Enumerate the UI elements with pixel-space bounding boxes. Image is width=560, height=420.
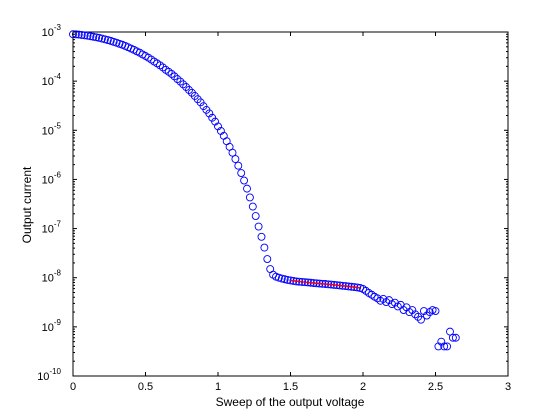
data-point [86, 32, 95, 41]
data-point [245, 193, 254, 202]
data-point [89, 32, 98, 41]
x-tick-label: 1.5 [283, 381, 298, 393]
data-point [263, 255, 272, 263]
data-point [103, 36, 112, 45]
y-tick-label-base: 10 [42, 273, 54, 285]
data-point [158, 63, 167, 72]
x-tick-label: 3 [505, 381, 511, 393]
data-point [83, 31, 92, 40]
data-point [440, 342, 449, 351]
data-point [260, 243, 269, 252]
data-point [205, 109, 214, 118]
data-point [228, 148, 237, 157]
data-point [170, 72, 179, 81]
x-tick-label: 1 [215, 381, 221, 393]
data-point [408, 306, 417, 314]
y-tick-label: 10-7 [42, 220, 62, 236]
y-tick-label-exponent: -8 [54, 269, 62, 278]
y-tick-label: 10-5 [42, 121, 62, 137]
data-point [176, 77, 185, 86]
y-tick-label-base: 10 [42, 76, 54, 88]
data-point [167, 70, 176, 78]
fit-layer [290, 279, 361, 289]
data-point [100, 35, 109, 44]
y-tick-label-exponent: -7 [54, 220, 62, 229]
y-tick-label: 10-10 [37, 367, 61, 383]
y-tick-label-base: 10 [42, 125, 54, 137]
y-tick-label-base: 10 [42, 27, 54, 39]
y-tick-label: 10-3 [42, 23, 62, 39]
data-point [77, 31, 86, 39]
y-tick-label-exponent: -4 [54, 72, 62, 81]
x-axis: 0 0.5 1 1.5 2 2.5 3 [70, 32, 511, 393]
data-point [431, 307, 440, 315]
data-point [240, 176, 249, 185]
data-point [234, 161, 243, 170]
x-tick-label: 0.5 [138, 381, 153, 393]
data-point [257, 232, 266, 241]
data-point [254, 222, 263, 231]
data-point [74, 30, 83, 39]
y-tick-label-base: 10 [37, 371, 49, 383]
data-point [251, 212, 260, 220]
data-point [179, 80, 188, 89]
y-tick-label-exponent: -10 [49, 367, 61, 376]
data-point [419, 307, 428, 315]
data-point [243, 184, 251, 193]
data-point [411, 310, 420, 319]
data-point [237, 169, 246, 177]
plot-area [72, 31, 509, 377]
data-point [277, 274, 286, 283]
x-axis-label: Sweep of the output voltage [216, 395, 365, 409]
y-tick-label: 10-6 [42, 170, 62, 186]
data-point [173, 75, 182, 84]
y-tick-label: 10-4 [42, 72, 62, 88]
data-point [414, 312, 423, 321]
data-point [248, 202, 257, 211]
data-point [185, 86, 193, 94]
data-point [448, 333, 457, 342]
y-tick-label-exponent: -3 [54, 23, 62, 32]
y-axis-label: Output current [20, 166, 34, 243]
data-point [69, 30, 77, 39]
x-tick-label: 2.5 [428, 381, 443, 393]
data-point [98, 34, 106, 43]
y-tick-label-exponent: -9 [54, 318, 62, 327]
y-tick-label: 10-8 [42, 269, 62, 285]
data-point [443, 342, 452, 351]
data-point [92, 33, 101, 42]
y-tick-label-exponent: -6 [54, 170, 62, 179]
data-point [231, 155, 240, 163]
y-tick-label-base: 10 [42, 224, 54, 236]
data-point [451, 333, 460, 342]
y-tick-label-exponent: -5 [54, 121, 62, 130]
data-point [214, 122, 222, 131]
data-point [373, 294, 382, 303]
data-point [417, 315, 425, 324]
x-tick-label: 0 [70, 381, 76, 393]
y-tick-label: 10-9 [42, 318, 62, 334]
data-point [95, 33, 104, 42]
fit-line [290, 279, 361, 289]
y-tick-label-base: 10 [42, 174, 54, 186]
data-point [71, 30, 80, 39]
data-point [399, 306, 408, 314]
x-tick-label: 2 [360, 381, 366, 393]
data-point [280, 275, 289, 284]
y-tick-label-base: 10 [42, 322, 54, 334]
data-point [80, 31, 89, 40]
data-point [182, 83, 191, 91]
